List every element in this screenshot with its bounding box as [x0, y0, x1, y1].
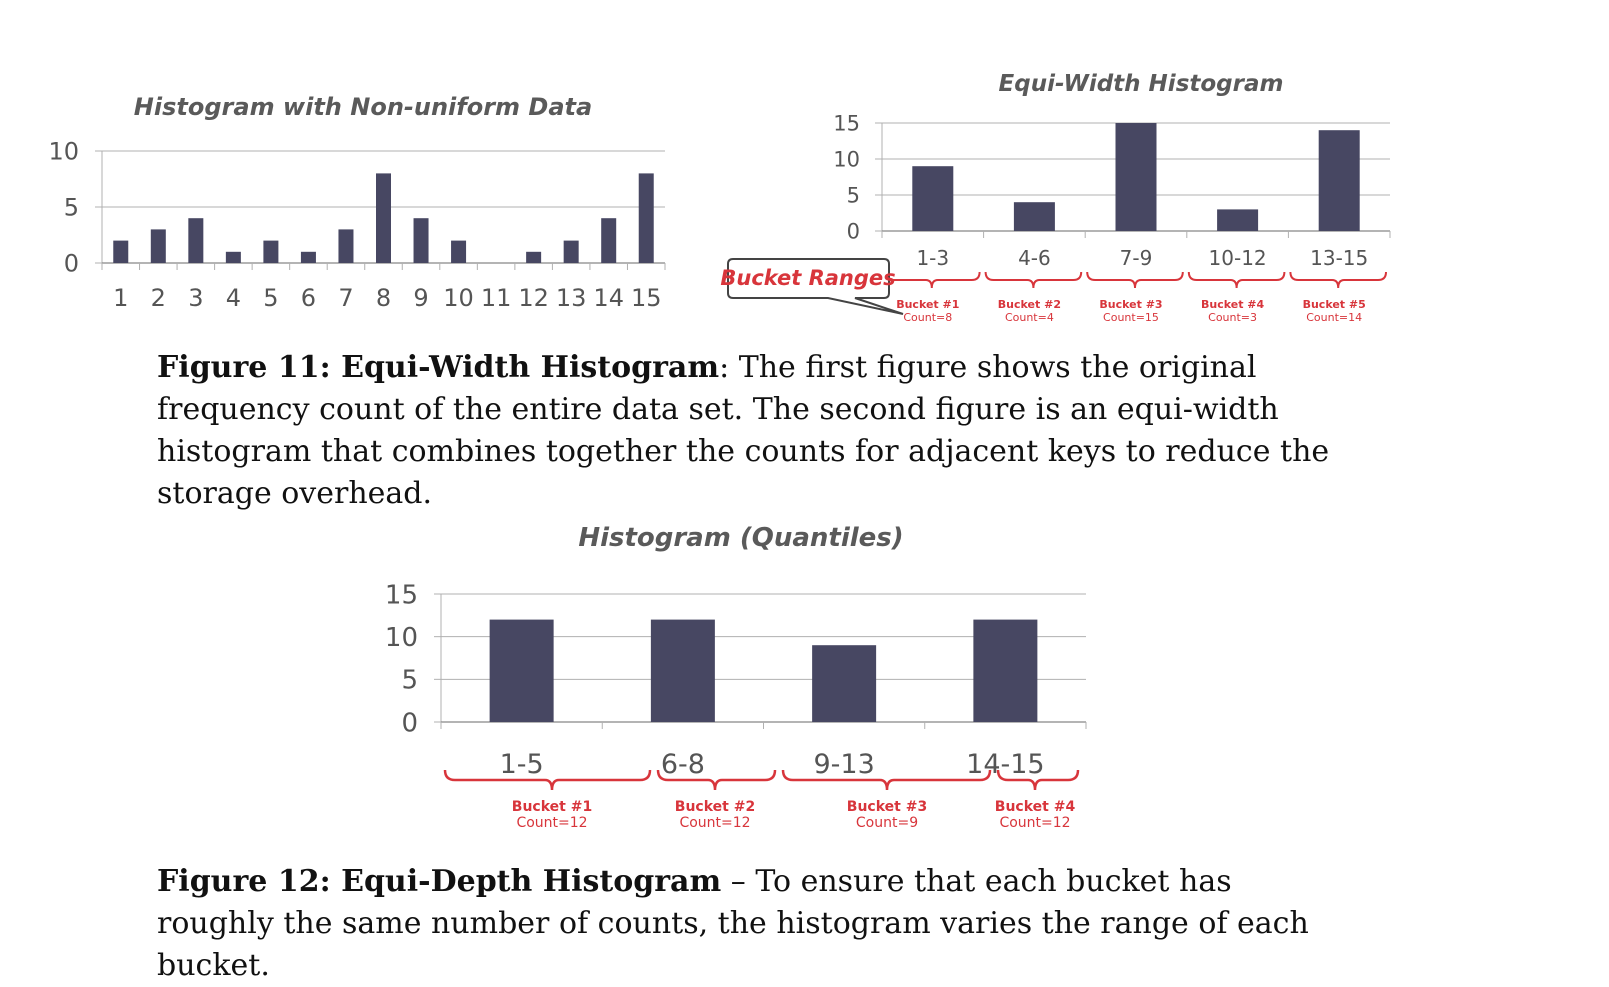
chart-2-bucket-count: Count=14 [1306, 311, 1362, 324]
chart-1-bar [601, 218, 617, 263]
figure-11-caption: Figure 11: Equi-Width Histogram: The fir… [157, 347, 1337, 515]
chart-3-bucket-count: Count=12 [516, 815, 587, 831]
chart-2-bucket-count: Count=3 [1208, 311, 1257, 324]
chart-1-bar [563, 240, 579, 263]
figure-12-caption: Figure 12: Equi-Depth Histogram – To ens… [157, 861, 1337, 987]
chart-2-bucket-count: Count=4 [1005, 311, 1054, 324]
chart-2-bucket-name: Bucket #4 [1201, 298, 1265, 311]
chart-2-bucket-bracket [883, 271, 981, 289]
chart-3-title: Histogram (Quantiles) [578, 523, 903, 553]
chart-3-bucket-name: Bucket #3 [847, 799, 927, 815]
figure-12-text: – To ensure that each bucket has roughly… [157, 864, 1309, 983]
figure-11-text: : The first figure shows the original fr… [157, 350, 1330, 511]
bucket-ranges-callout-box [727, 258, 904, 315]
chart-1-bar [526, 251, 542, 263]
chart-3-bucket-name: Bucket #2 [675, 799, 755, 815]
chart-1-xtick-label: 15 [631, 284, 662, 312]
chart-1-bar [413, 218, 429, 263]
chart-2-ytick-label: 0 [847, 220, 860, 244]
chart-3-bucket-bracket [656, 769, 777, 791]
chart-1-xtick-label: 4 [226, 284, 241, 312]
chart-2-xtick-label: 13-15 [1310, 246, 1368, 270]
chart-2-bucket-count: Count=15 [1103, 311, 1159, 324]
chart-1-xtick-label: 13 [556, 284, 587, 312]
chart-2-bucket-name: Bucket #1 [896, 298, 959, 311]
chart-1-xtick-label: 7 [338, 284, 353, 312]
chart-1-bar [113, 240, 129, 263]
chart-3-bucket-name: Bucket #4 [995, 799, 1076, 815]
chart-3-ytick-label: 0 [401, 708, 418, 738]
chart-1-xtick-label: 14 [593, 284, 624, 312]
chart-3-ytick-label: 5 [401, 666, 418, 696]
chart-3-ytick-label: 15 [385, 580, 418, 610]
chart-1-bar [225, 251, 241, 263]
chart-3-xtick-label: 14-15 [966, 749, 1044, 780]
chart-2-bar [1115, 123, 1157, 231]
chart-3-bar [650, 619, 715, 722]
chart-1-bar [263, 240, 279, 263]
chart-3-bar [812, 645, 877, 722]
chart-1-xtick-label: 10 [443, 284, 474, 312]
chart-1-xtick-label: 9 [413, 284, 428, 312]
figure-11-label: Figure 11: Equi-Width Histogram [157, 350, 720, 385]
chart-2-bucket-bracket [1289, 271, 1387, 289]
chart-2-xtick-label: 10-12 [1209, 246, 1267, 270]
chart-3-bucket-count: Count=12 [999, 815, 1070, 831]
chart-1-ytick-label: 10 [48, 138, 79, 166]
chart-2-bucket-name: Bucket #5 [1303, 298, 1366, 311]
chart-1-xtick-label: 12 [518, 284, 549, 312]
chart-2-ytick-label: 5 [847, 184, 860, 208]
chart-2-title: Equi-Width Histogram [999, 71, 1284, 97]
chart-1-bar [150, 229, 166, 263]
chart-1-ytick-label: 5 [64, 194, 79, 222]
chart-3-bucket-count: Count=12 [679, 815, 750, 831]
chart-3-bar [973, 619, 1038, 722]
chart-3-bucket-name: Bucket #1 [512, 799, 592, 815]
chart-3-bar [489, 619, 554, 722]
chart-3-xtick-label: 6-8 [661, 749, 705, 780]
chart-3-bucket-bracket [781, 769, 992, 791]
chart-2-bar [1013, 202, 1055, 231]
chart-1-xtick-label: 2 [151, 284, 166, 312]
chart-3-bucket-bracket [443, 769, 652, 791]
chart-2-xtick-label: 4-6 [1018, 246, 1051, 270]
chart-1-xtick-label: 1 [113, 284, 128, 312]
chart-3-xtick-label: 1-5 [500, 749, 544, 780]
chart-1-bar [300, 251, 316, 263]
chart-1-title: Histogram with Non-uniform Data [134, 93, 592, 121]
chart-2-ytick-label: 10 [833, 148, 860, 172]
chart-1-xtick-label: 6 [301, 284, 316, 312]
chart-2-bar [912, 166, 954, 231]
chart-1-bar [451, 240, 467, 263]
chart-3-bucket-bracket [996, 769, 1080, 791]
chart-2-bucket-bracket [984, 271, 1083, 289]
chart-2-bar [1217, 209, 1259, 231]
chart-2-bar [1318, 130, 1360, 231]
chart-3-bucket-count: Count=9 [856, 815, 918, 831]
chart-2-xtick-label: 7-9 [1120, 246, 1153, 270]
chart-1-bar [638, 173, 654, 263]
chart-2-bucket-bracket [1086, 271, 1184, 289]
chart-1-bar [376, 173, 391, 263]
bucket-ranges-callout-text: Bucket Ranges [720, 266, 895, 290]
chart-1-xtick-label: 3 [188, 284, 203, 312]
chart-1-ytick-label: 0 [64, 250, 79, 278]
figure-12-label: Figure 12: Equi-Depth Histogram [157, 864, 722, 899]
chart-1-xtick-label: 11 [481, 284, 512, 312]
chart-2-bucket-name: Bucket #3 [1099, 298, 1162, 311]
chart-1-bar [338, 229, 354, 263]
chart-2-bucket-name: Bucket #2 [998, 298, 1061, 311]
chart-2-bucket-count: Count=8 [903, 311, 952, 324]
chart-1-xtick-label: 5 [263, 284, 278, 312]
chart-1-xtick-label: 8 [376, 284, 391, 312]
chart-1-bar [188, 218, 204, 263]
chart-3-xtick-label: 9-13 [813, 749, 874, 780]
chart-2-ytick-label: 15 [833, 112, 860, 136]
chart-2-bucket-bracket [1187, 271, 1286, 289]
chart-3-ytick-label: 10 [385, 623, 418, 653]
chart-2-xtick-label: 1-3 [916, 246, 949, 270]
